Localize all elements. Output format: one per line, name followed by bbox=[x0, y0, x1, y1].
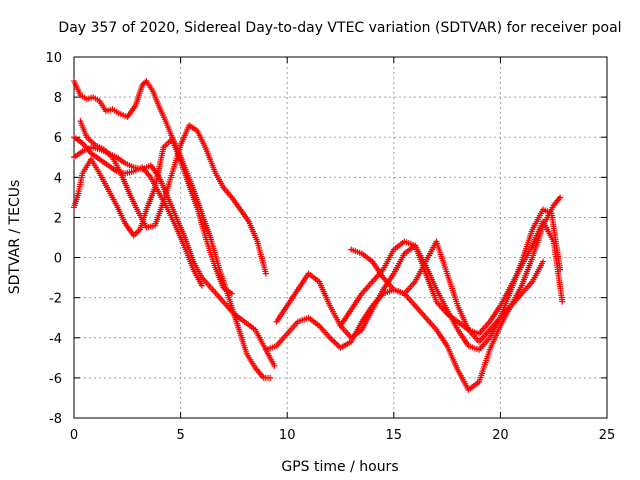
y-tick-label: -2 bbox=[49, 292, 62, 307]
x-axis: 0 5 10 15 20 25 bbox=[70, 57, 615, 443]
y-tick-label: 10 bbox=[45, 51, 62, 66]
data-point bbox=[559, 298, 566, 305]
plot-frame bbox=[73, 56, 608, 419]
grid-lines bbox=[74, 57, 607, 418]
series-track-8 bbox=[337, 218, 566, 337]
x-tick-label: 25 bbox=[599, 428, 616, 443]
data-point bbox=[267, 374, 274, 381]
y-tick-label: 4 bbox=[54, 171, 62, 186]
y-tick-label: -8 bbox=[49, 412, 62, 427]
data-point bbox=[557, 194, 564, 201]
x-tick-label: 20 bbox=[492, 428, 509, 443]
x-tick-label: 10 bbox=[279, 428, 296, 443]
data-point bbox=[271, 362, 278, 369]
series-track-5 bbox=[71, 134, 205, 289]
x-tick-label: 0 bbox=[70, 428, 78, 443]
series-track-6 bbox=[262, 194, 564, 393]
data-points bbox=[71, 78, 566, 393]
x-tick-label: 5 bbox=[176, 428, 184, 443]
y-tick-label: -4 bbox=[49, 332, 62, 347]
series-track-1 bbox=[71, 78, 274, 381]
y-axis: -8 -6 -4 -2 0 2 4 6 8 10 bbox=[45, 51, 607, 427]
data-point bbox=[228, 290, 235, 297]
data-point bbox=[262, 270, 269, 277]
y-tick-label: 8 bbox=[54, 91, 62, 106]
x-axis-label: GPS time / hours bbox=[281, 459, 398, 475]
series-track-4 bbox=[71, 136, 235, 297]
data-point bbox=[540, 258, 547, 265]
y-tick-label: -6 bbox=[49, 372, 62, 387]
series-track-9 bbox=[348, 238, 547, 345]
y-tick-label: 0 bbox=[54, 252, 62, 267]
y-tick-label: 2 bbox=[54, 211, 62, 226]
chart-title: Day 357 of 2020, Sidereal Day-to-day VTE… bbox=[58, 20, 621, 36]
data-point bbox=[198, 282, 205, 289]
x-tick-label: 15 bbox=[386, 428, 403, 443]
y-axis-label: SDTVAR / TECUs bbox=[7, 180, 23, 295]
series-track-2 bbox=[77, 118, 269, 277]
y-tick-label: 6 bbox=[54, 131, 62, 146]
